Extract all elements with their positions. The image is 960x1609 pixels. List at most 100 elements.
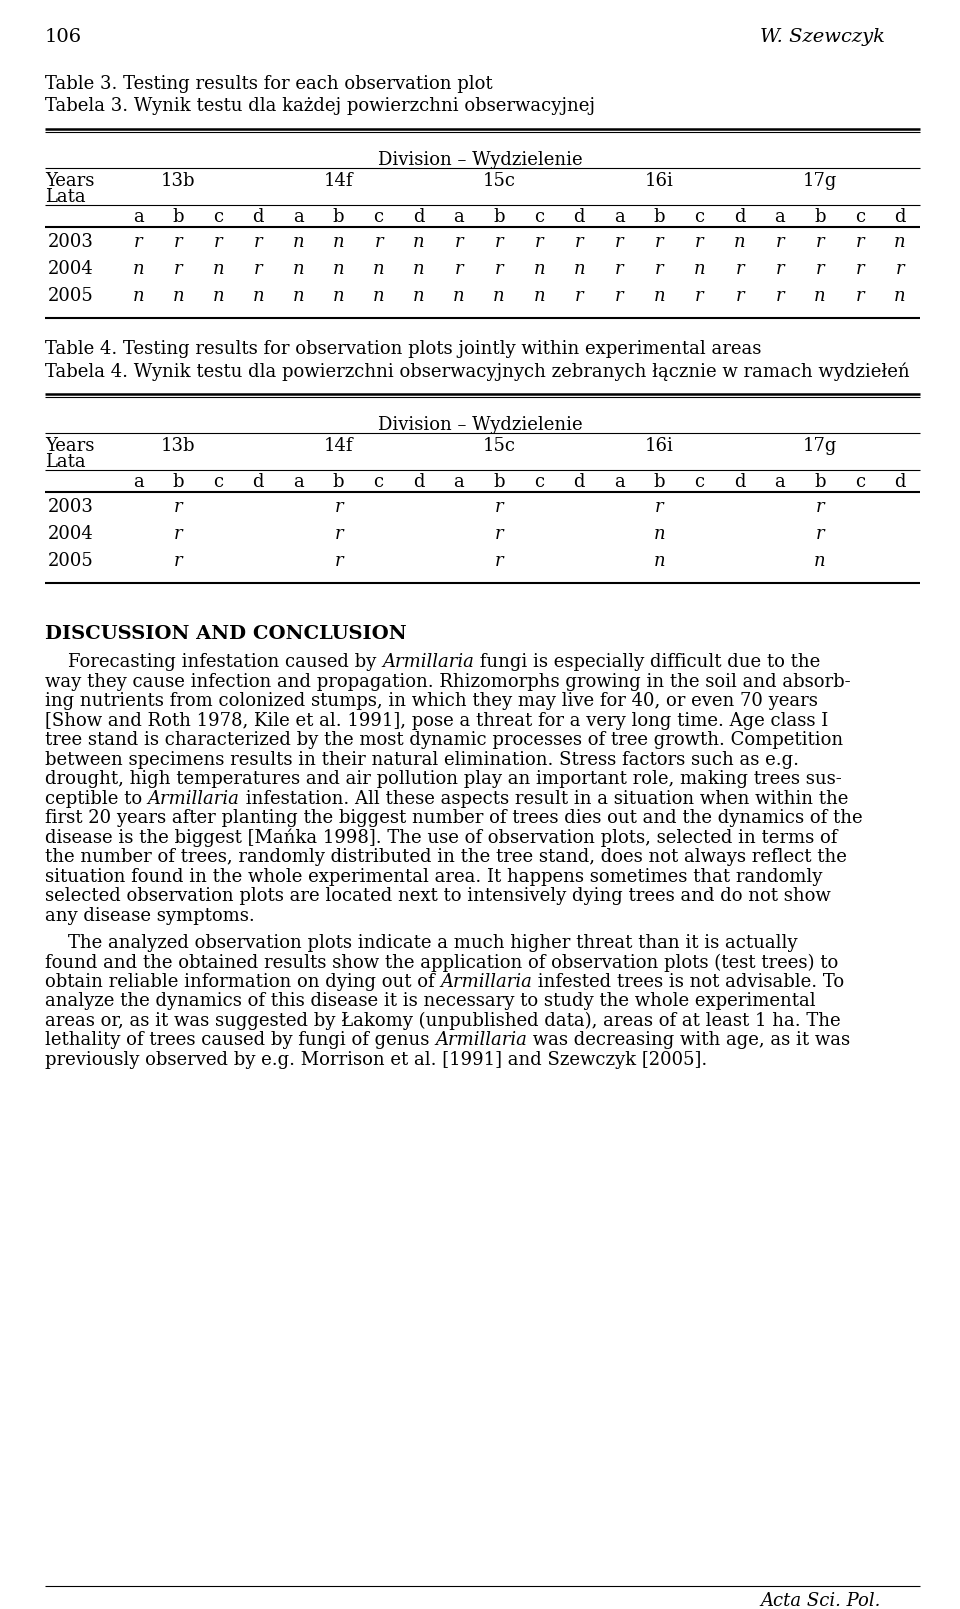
Text: c: c bbox=[854, 473, 865, 491]
Text: n: n bbox=[493, 286, 505, 306]
Text: r: r bbox=[494, 552, 503, 570]
Text: n: n bbox=[252, 286, 264, 306]
Text: Armillaria: Armillaria bbox=[382, 653, 474, 671]
Text: r: r bbox=[133, 233, 142, 251]
Text: d: d bbox=[413, 473, 424, 491]
Text: r: r bbox=[334, 525, 343, 542]
Text: Division – Wydzielenie: Division – Wydzielenie bbox=[377, 151, 583, 169]
Text: r: r bbox=[174, 499, 182, 516]
Text: r: r bbox=[776, 286, 784, 306]
Text: b: b bbox=[654, 208, 665, 225]
Text: n: n bbox=[372, 286, 384, 306]
Text: r: r bbox=[615, 261, 624, 278]
Text: d: d bbox=[573, 473, 585, 491]
Text: selected observation plots are located next to intensively dying trees and do no: selected observation plots are located n… bbox=[45, 887, 830, 904]
Text: r: r bbox=[655, 261, 663, 278]
Text: c: c bbox=[854, 208, 865, 225]
Text: r: r bbox=[655, 499, 663, 516]
Text: previously observed by e.g. Morrison et al. [1991] and Szewczyk [2005].: previously observed by e.g. Morrison et … bbox=[45, 1051, 708, 1068]
Text: d: d bbox=[413, 208, 424, 225]
Text: n: n bbox=[293, 233, 304, 251]
Text: situation found in the whole experimental area. It happens sometimes that random: situation found in the whole experimenta… bbox=[45, 867, 823, 885]
Text: n: n bbox=[654, 525, 665, 542]
Text: n: n bbox=[293, 286, 304, 306]
Text: Table 4. Testing results for observation plots jointly within experimental areas: Table 4. Testing results for observation… bbox=[45, 339, 761, 357]
Text: fungi is especially difficult due to the: fungi is especially difficult due to the bbox=[474, 653, 820, 671]
Text: r: r bbox=[334, 552, 343, 570]
Text: 2004: 2004 bbox=[48, 525, 94, 542]
Text: r: r bbox=[535, 233, 543, 251]
Text: Forecasting infestation caused by: Forecasting infestation caused by bbox=[45, 653, 382, 671]
Text: r: r bbox=[494, 233, 503, 251]
Text: obtain reliable information on dying out of: obtain reliable information on dying out… bbox=[45, 973, 441, 991]
Text: n: n bbox=[132, 286, 144, 306]
Text: [Show and Roth 1978, Kile et al. 1991], pose a threat for a very long time. Age : [Show and Roth 1978, Kile et al. 1991], … bbox=[45, 711, 828, 729]
Text: c: c bbox=[373, 208, 384, 225]
Text: c: c bbox=[373, 473, 384, 491]
Text: infested trees is not advisable. To: infested trees is not advisable. To bbox=[532, 973, 845, 991]
Text: c: c bbox=[213, 473, 224, 491]
Text: r: r bbox=[494, 499, 503, 516]
Text: r: r bbox=[254, 261, 263, 278]
Text: tree stand is characterized by the most dynamic processes of tree growth. Compet: tree stand is characterized by the most … bbox=[45, 730, 843, 750]
Text: r: r bbox=[374, 233, 383, 251]
Text: r: r bbox=[695, 286, 704, 306]
Text: a: a bbox=[132, 473, 143, 491]
Text: Acta Sci. Pol.: Acta Sci. Pol. bbox=[760, 1591, 880, 1609]
Text: r: r bbox=[214, 233, 223, 251]
Text: Armillaria: Armillaria bbox=[435, 1031, 527, 1049]
Text: n: n bbox=[212, 261, 224, 278]
Text: n: n bbox=[333, 233, 345, 251]
Text: n: n bbox=[654, 552, 665, 570]
Text: drought, high temperatures and air pollution play an important role, making tree: drought, high temperatures and air pollu… bbox=[45, 771, 842, 788]
Text: Armillaria: Armillaria bbox=[148, 790, 240, 808]
Text: a: a bbox=[293, 208, 303, 225]
Text: analyze the dynamics of this disease it is necessary to study the whole experime: analyze the dynamics of this disease it … bbox=[45, 993, 816, 1010]
Text: Lata: Lata bbox=[45, 454, 85, 471]
Text: any disease symptoms.: any disease symptoms. bbox=[45, 906, 254, 925]
Text: c: c bbox=[694, 208, 705, 225]
Text: b: b bbox=[493, 473, 505, 491]
Text: 13b: 13b bbox=[161, 438, 196, 455]
Text: d: d bbox=[733, 473, 745, 491]
Text: Lata: Lata bbox=[45, 188, 85, 206]
Text: r: r bbox=[575, 233, 584, 251]
Text: areas or, as it was suggested by Łakomy (unpublished data), areas of at least 1 : areas or, as it was suggested by Łakomy … bbox=[45, 1012, 841, 1030]
Text: n: n bbox=[293, 261, 304, 278]
Text: a: a bbox=[453, 208, 465, 225]
Text: b: b bbox=[173, 473, 184, 491]
Text: 17g: 17g bbox=[803, 438, 837, 455]
Text: n: n bbox=[814, 552, 826, 570]
Text: 2003: 2003 bbox=[48, 233, 94, 251]
Text: r: r bbox=[776, 233, 784, 251]
Text: 15c: 15c bbox=[483, 172, 516, 190]
Text: c: c bbox=[534, 208, 544, 225]
Text: r: r bbox=[454, 261, 463, 278]
Text: Tabela 3. Wynik testu dla każdej powierzchni obserwacyjnej: Tabela 3. Wynik testu dla każdej powierz… bbox=[45, 97, 595, 114]
Text: n: n bbox=[453, 286, 465, 306]
Text: 14f: 14f bbox=[324, 172, 353, 190]
Text: r: r bbox=[735, 286, 744, 306]
Text: Tabela 4. Wynik testu dla powierzchni obserwacyjnych zebranych łącznie w ramach : Tabela 4. Wynik testu dla powierzchni ob… bbox=[45, 362, 910, 380]
Text: r: r bbox=[815, 261, 824, 278]
Text: r: r bbox=[855, 233, 864, 251]
Text: r: r bbox=[655, 233, 663, 251]
Text: r: r bbox=[174, 525, 182, 542]
Text: Division – Wydzielenie: Division – Wydzielenie bbox=[377, 417, 583, 434]
Text: r: r bbox=[575, 286, 584, 306]
Text: r: r bbox=[334, 499, 343, 516]
Text: r: r bbox=[735, 261, 744, 278]
Text: infestation. All these aspects result in a situation when within the: infestation. All these aspects result in… bbox=[240, 790, 848, 808]
Text: n: n bbox=[894, 286, 906, 306]
Text: c: c bbox=[534, 473, 544, 491]
Text: Years: Years bbox=[45, 172, 94, 190]
Text: r: r bbox=[615, 233, 624, 251]
Text: n: n bbox=[694, 261, 706, 278]
Text: a: a bbox=[775, 208, 785, 225]
Text: r: r bbox=[615, 286, 624, 306]
Text: r: r bbox=[776, 261, 784, 278]
Text: r: r bbox=[494, 261, 503, 278]
Text: n: n bbox=[212, 286, 224, 306]
Text: W. Szewczyk: W. Szewczyk bbox=[760, 27, 885, 47]
Text: a: a bbox=[613, 473, 625, 491]
